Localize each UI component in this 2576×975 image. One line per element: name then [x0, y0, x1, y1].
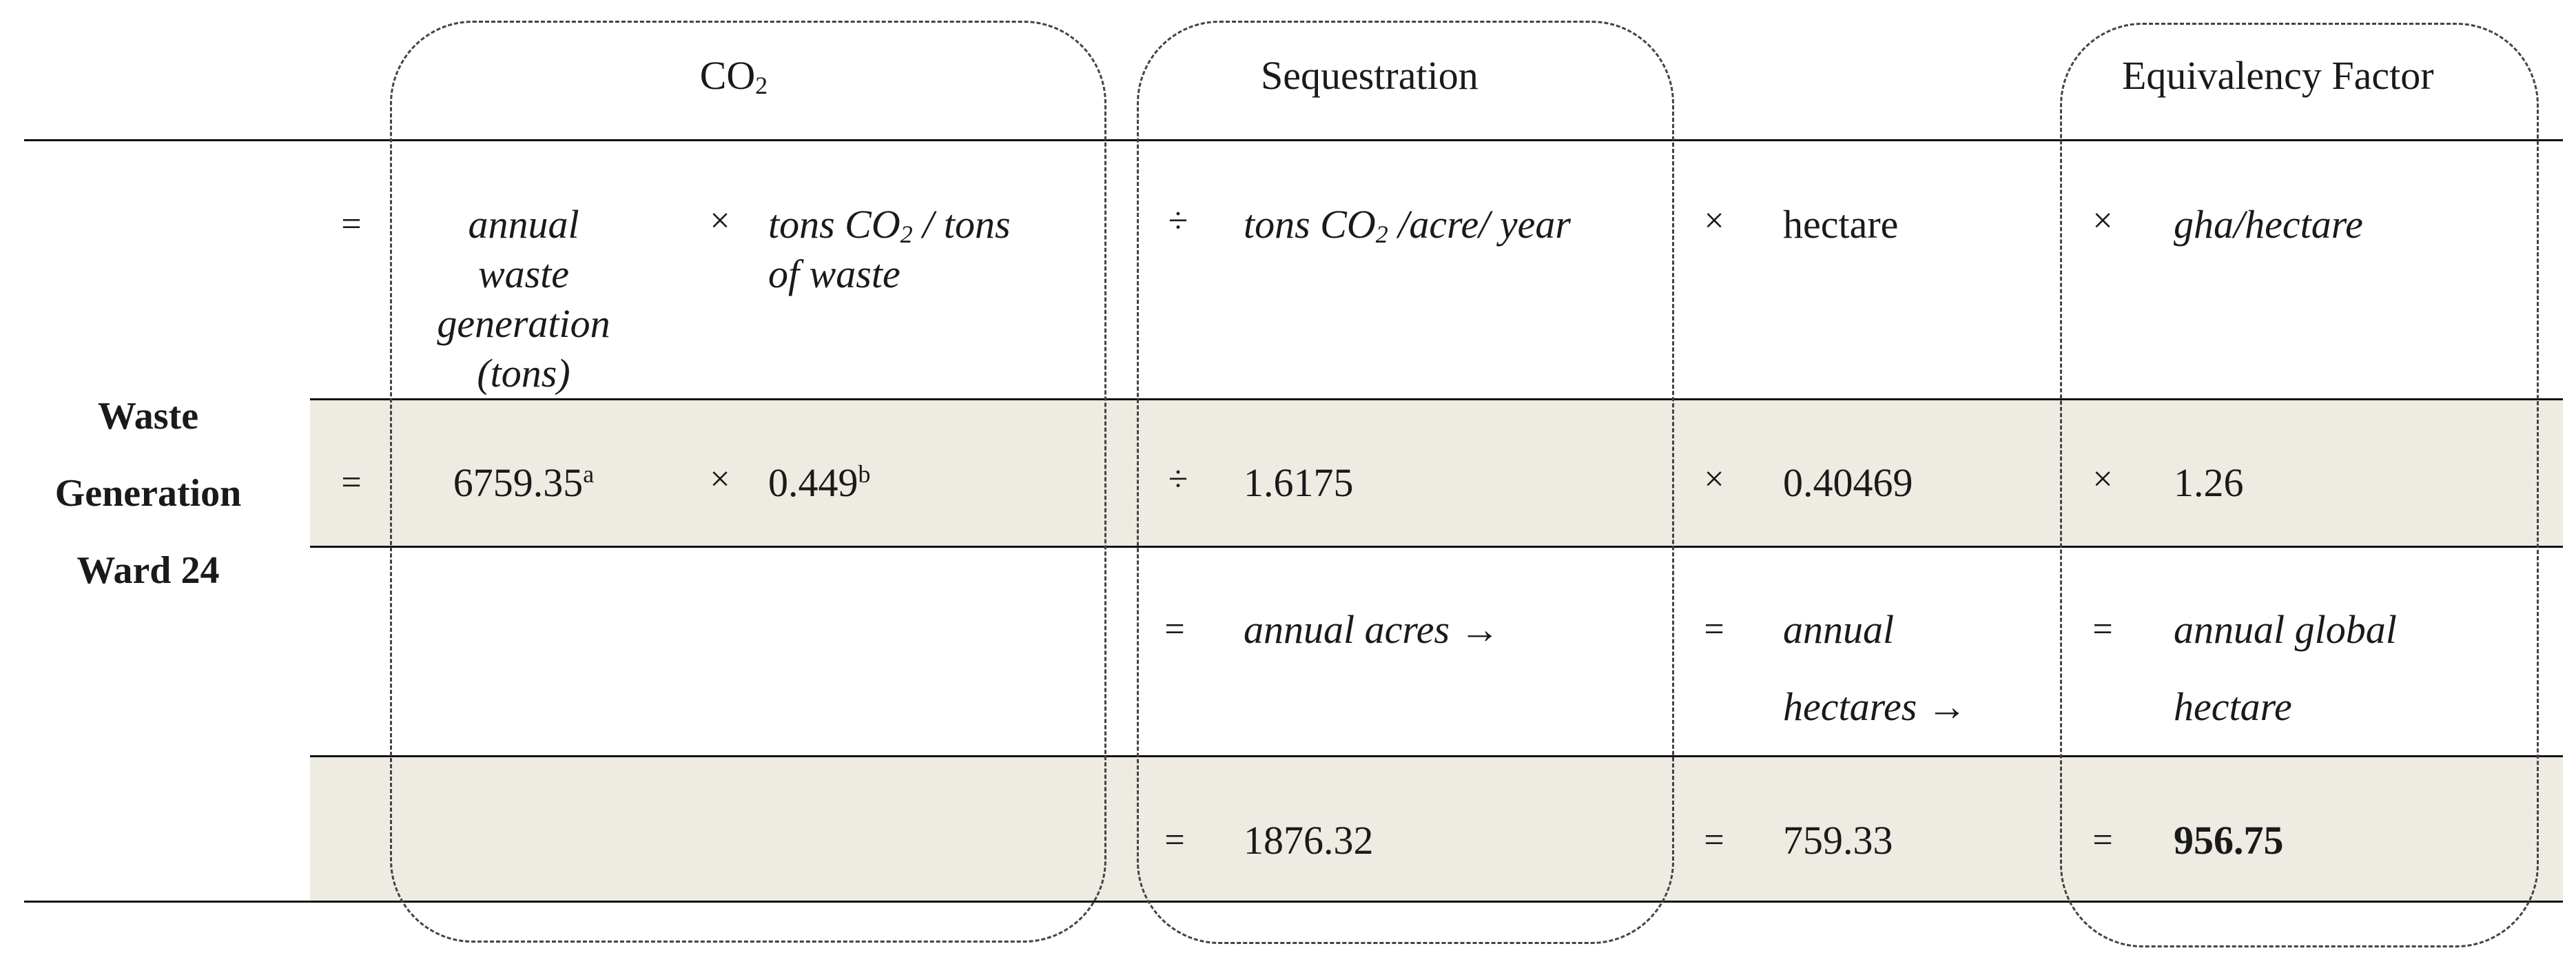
formula-divide: ÷ [1168, 201, 1188, 240]
equivalency-value: 1.26 [2174, 460, 2244, 505]
row-label-line3: Ward 24 [76, 549, 220, 592]
row-label-line1: Waste [97, 395, 199, 438]
result-label-equals-3: = [2092, 610, 2113, 649]
hectare-label: hectare [1783, 202, 1899, 247]
annual-hectares-value: 759.33 [1783, 818, 1893, 863]
co2-group-outline [390, 21, 1106, 943]
equivalency-group-outline [2060, 23, 2539, 947]
result-value-equals-2: = [1704, 821, 1724, 860]
formula-times-2: × [1704, 201, 1724, 240]
header-equivalency-factor: Equivalency Factor [2122, 53, 2434, 98]
tons-co2-per-tons-waste-label: tons CO2 / tons of waste [768, 202, 1011, 296]
result-value-equals-3: = [2092, 821, 2113, 860]
bottom-rule [24, 901, 2563, 903]
formula-times-3: × [2092, 201, 2113, 240]
sequestration-group-outline [1137, 21, 1674, 944]
waste-value: 6759.35a [453, 460, 595, 505]
result-values-row-shading [310, 757, 2563, 901]
header-co2: CO2 [699, 53, 768, 100]
formula-equals: = [341, 205, 362, 244]
result-label-equals-2: = [1704, 610, 1724, 649]
sequestration-value: 1.6175 [1244, 460, 1354, 505]
hectare-value: 0.40469 [1783, 460, 1913, 505]
row-rule-1 [310, 398, 2563, 400]
values-row-shading [310, 400, 2563, 546]
result-value-equals-1: = [1164, 821, 1185, 860]
annual-waste-generation-label: annual waste generation (tons) [437, 202, 610, 396]
result-label-equals-1: = [1164, 610, 1185, 649]
row-rule-2 [310, 546, 2563, 548]
formula-times-1: × [710, 201, 730, 240]
co2-factor-value: 0.449b [768, 460, 871, 505]
header-rule [24, 139, 2563, 141]
values-equals: = [341, 463, 362, 502]
values-divide: ÷ [1168, 460, 1188, 499]
header-sequestration: Sequestration [1261, 53, 1478, 98]
annual-acres-value: 1876.32 [1244, 818, 1374, 863]
row-label-line2: Generation [54, 472, 242, 515]
values-times-1: × [710, 460, 730, 499]
sequestration-rate-label: tons CO2 /acre/ year [1244, 202, 1571, 249]
annual-global-hectare-value: 956.75 [2174, 818, 2284, 863]
values-times-2: × [1704, 460, 1724, 499]
row-label: Waste Generation Ward 24 [41, 378, 255, 609]
values-times-3: × [2092, 460, 2113, 499]
annual-global-hectare-label: annual global hectare [2174, 607, 2397, 729]
annual-acres-label: annual acres → [1244, 607, 1500, 652]
annual-hectares-label: annual hectares → [1783, 607, 1967, 729]
row-rule-3 [310, 755, 2563, 757]
gha-per-hectare-label: gha/hectare [2174, 202, 2363, 247]
